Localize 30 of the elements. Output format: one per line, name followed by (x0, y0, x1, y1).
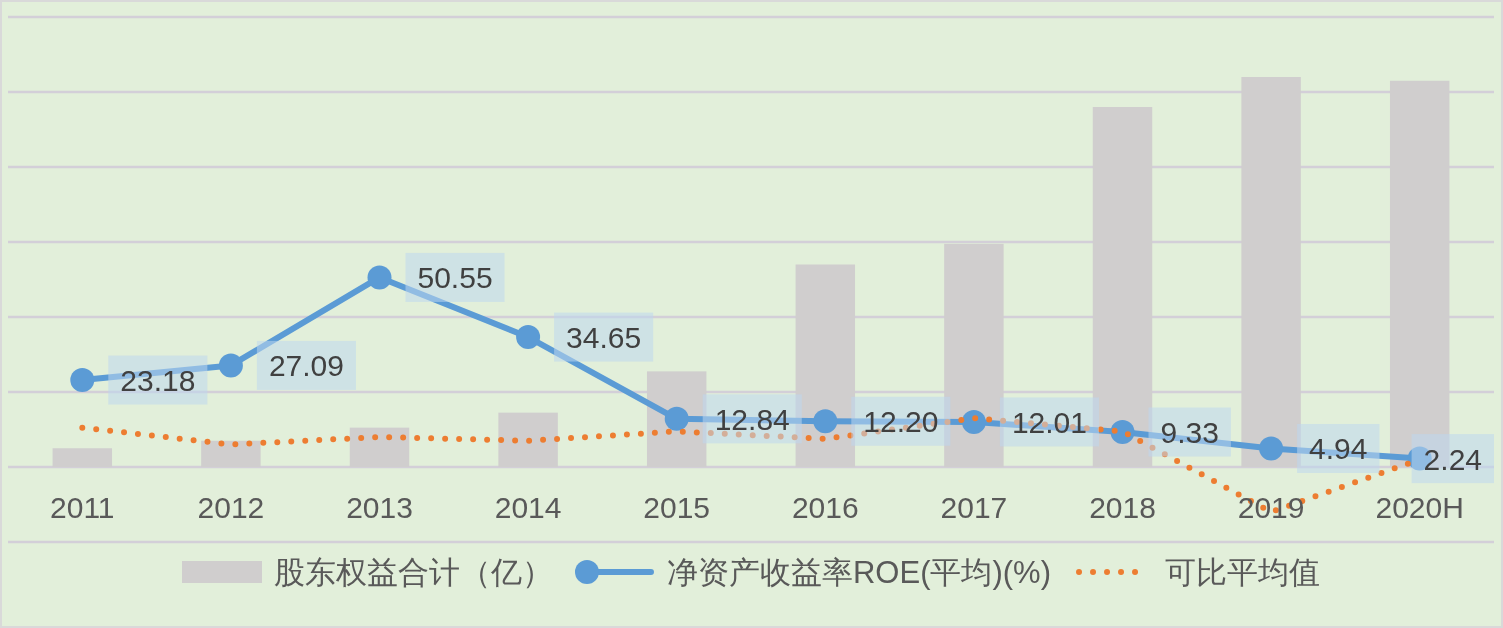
point (813, 409, 838, 434)
legend-label: 可比平均值 (1165, 554, 1321, 590)
x-tick-label: 2014 (494, 491, 562, 524)
x-tick-label: 2011 (50, 491, 115, 524)
point (218, 353, 243, 378)
x-tick-label: 2019 (1237, 491, 1305, 524)
data-label: 12.84 (714, 402, 790, 436)
point (961, 409, 986, 434)
data-label: 2.24 (1423, 442, 1482, 476)
x-tick-label: 2017 (940, 491, 1008, 524)
point (516, 325, 541, 350)
data-label: 27.09 (268, 348, 344, 382)
x-tick-label: 2018 (1089, 491, 1156, 524)
x-tick-label: 2015 (643, 491, 711, 524)
data-label: 4.94 (1309, 431, 1368, 465)
legend-label: 净资产收益率ROE(平均)(%) (666, 554, 1052, 590)
legend-label: 股东权益合计（亿） (273, 554, 553, 590)
x-tick-label: 2020H (1375, 491, 1464, 524)
point (1259, 436, 1284, 461)
x-tick-label: 2013 (346, 491, 413, 524)
data-label: 50.55 (417, 260, 493, 294)
x-tick-label: 2012 (197, 491, 265, 524)
x-tick-label: 2016 (791, 491, 859, 524)
point (367, 265, 392, 290)
data-label: 9.33 (1160, 415, 1219, 449)
data-label: 12.20 (863, 404, 939, 438)
data-label: 34.65 (566, 320, 642, 354)
data-label: 12.01 (1011, 405, 1087, 439)
point (70, 368, 95, 393)
data-label: 23.18 (120, 363, 196, 397)
